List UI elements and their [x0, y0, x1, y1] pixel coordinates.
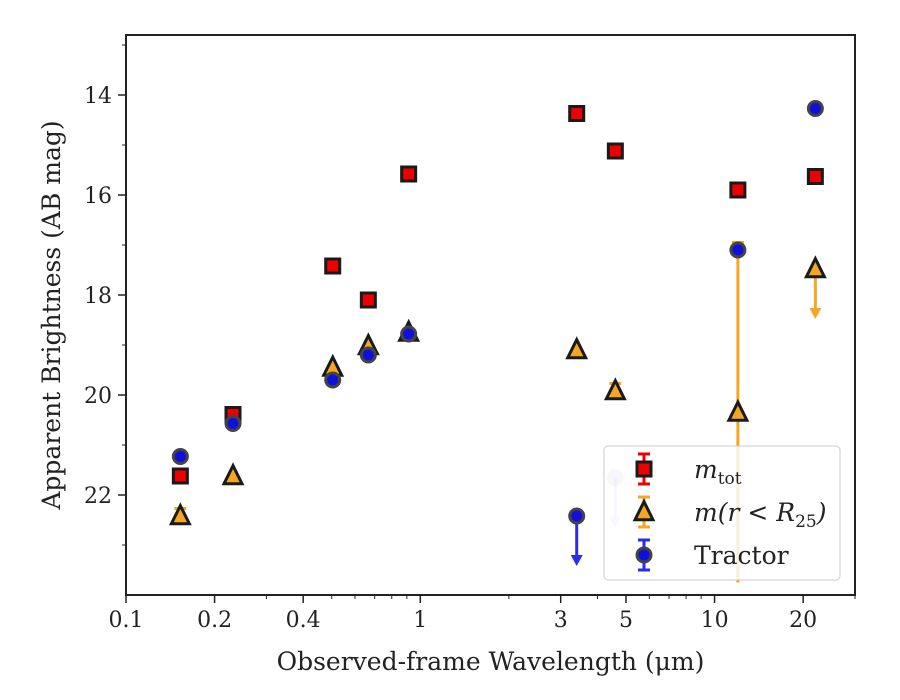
legend-marker	[632, 498, 656, 522]
mtot-point	[359, 291, 377, 309]
legend-label-tail: )	[816, 498, 827, 527]
plot-frame	[125, 34, 856, 596]
y-tick-label: 14	[84, 84, 112, 109]
y-tick-label: 20	[84, 384, 112, 409]
x-tick-label: 20	[789, 608, 817, 633]
tractor-point	[729, 241, 747, 259]
mtot-point	[729, 181, 747, 199]
y-tick-label: 18	[84, 284, 112, 309]
tractor-point	[324, 371, 342, 389]
legend-label-main: m(r < R	[694, 498, 795, 527]
mtot-point	[400, 165, 418, 183]
legend-label: m(r < R25)	[694, 498, 826, 532]
tractor-point	[359, 346, 377, 364]
legend: mtot m(r < R25) Tractor	[603, 445, 841, 581]
mr25-point	[565, 336, 589, 360]
x-tick-label: 3	[554, 608, 568, 633]
x-tick-label: 0.4	[286, 608, 321, 633]
mr25-point	[603, 377, 627, 401]
x-tick-label: 10	[701, 608, 729, 633]
legend-label: mtot	[694, 455, 742, 489]
tractor-point	[224, 415, 242, 432]
upper-limit-arrow-head	[570, 555, 583, 566]
series-mtot	[171, 105, 824, 485]
mtot-point	[606, 142, 624, 160]
legend-marker	[635, 460, 653, 478]
legend-label-main: m	[694, 455, 718, 484]
y-axis-label: Apparent Brightness (AB mag)	[37, 120, 66, 510]
tractor-point	[171, 448, 189, 465]
mtot-point	[568, 105, 586, 122]
x-tick-label: 1	[413, 608, 427, 633]
legend-box	[603, 445, 841, 581]
tractor-point	[400, 325, 418, 343]
mr25-point	[221, 462, 245, 486]
tractor-point	[806, 100, 824, 117]
legend-entry-mr25: m(r < R25)	[632, 495, 826, 532]
legend-label-main: Tractor	[694, 541, 789, 570]
legend-entry-tractor: Tractor	[635, 538, 789, 572]
mtot-point	[806, 168, 824, 185]
legend-label-sub: tot	[718, 469, 742, 489]
tractor-point	[568, 507, 586, 525]
mtot-point	[324, 257, 342, 275]
mr25-point	[803, 255, 827, 279]
y-tick-label: 16	[84, 184, 112, 209]
axis-ticks: 0.1 0.2 0.4 1 3 5 10 20 14 16 18 20 22	[84, 44, 856, 633]
legend-label: Tractor	[694, 541, 789, 570]
x-axis-label: Observed-frame Wavelength (μm)	[277, 647, 705, 676]
x-tick-label: 5	[619, 608, 633, 633]
upper-limit-arrow-head	[809, 308, 822, 319]
y-tick-label: 22	[84, 484, 112, 509]
legend-entry-mtot: mtot	[635, 452, 742, 489]
mr25-point	[168, 502, 192, 526]
mr25-point	[726, 398, 750, 422]
legend-marker	[635, 546, 653, 564]
x-tick-label: 0.2	[197, 608, 232, 633]
legend-label-sub: 25	[795, 512, 817, 532]
x-tick-label: 0.1	[109, 608, 144, 633]
mtot-point	[171, 467, 189, 485]
